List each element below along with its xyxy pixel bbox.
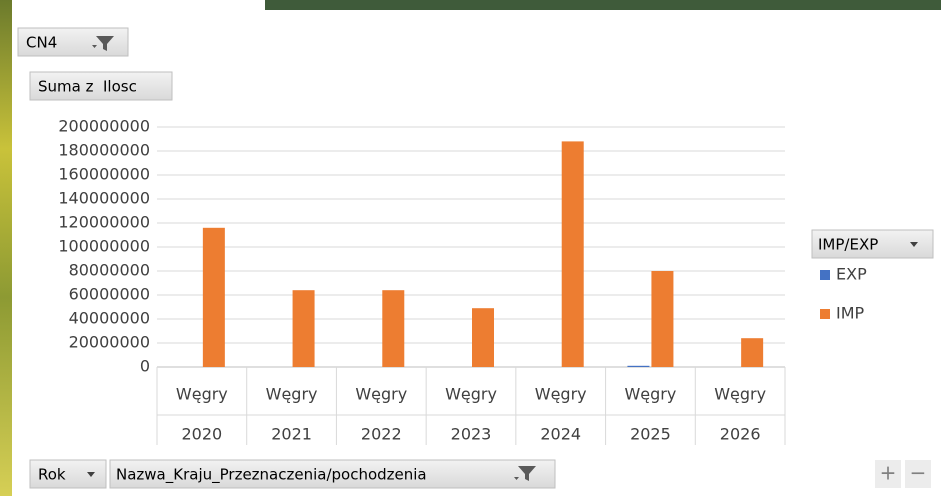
x-tick-label: Węgry bbox=[714, 385, 766, 404]
x-tick-label: 2020 bbox=[181, 425, 222, 444]
photo-strip bbox=[0, 0, 12, 496]
button-label: CN4 bbox=[26, 34, 57, 52]
values-field-button[interactable]: Suma z Ilosc bbox=[29, 71, 173, 101]
y-tick-label: 140000000 bbox=[58, 189, 150, 208]
x-tick-label: Węgry bbox=[445, 385, 497, 404]
zoom-in-button[interactable]: + bbox=[875, 460, 901, 488]
x-tick-label: 2022 bbox=[361, 425, 402, 444]
x-tick-label: 2023 bbox=[451, 425, 492, 444]
axis-field-button[interactable]: Nazwa_Kraju_Przeznaczenia/pochodzenia bbox=[109, 459, 556, 489]
bar bbox=[651, 271, 674, 367]
x-tick-label: 2021 bbox=[271, 425, 312, 444]
y-tick-label: 60000000 bbox=[69, 285, 150, 304]
bar bbox=[741, 338, 764, 367]
legend-label: IMP bbox=[836, 304, 865, 323]
y-tick-label: 200000000 bbox=[58, 117, 150, 136]
x-tick-label: 2026 bbox=[720, 425, 761, 444]
x-tick-label: 2024 bbox=[540, 425, 581, 444]
bar bbox=[202, 227, 225, 367]
button-label: IMP/EXP bbox=[818, 236, 878, 254]
bar bbox=[292, 290, 315, 367]
x-tick-label: Węgry bbox=[176, 385, 228, 404]
x-tick-label: Węgry bbox=[624, 385, 676, 404]
x-tick-label: Węgry bbox=[266, 385, 318, 404]
x-tick-label: Węgry bbox=[355, 385, 407, 404]
zoom-out-button[interactable]: − bbox=[905, 460, 931, 488]
y-tick-label: 80000000 bbox=[69, 261, 150, 280]
legend-label: EXP bbox=[836, 265, 867, 284]
header-bar bbox=[265, 0, 941, 10]
y-tick-label: 180000000 bbox=[58, 141, 150, 160]
button-label: + bbox=[880, 461, 897, 485]
button-label: − bbox=[910, 461, 927, 485]
legend-field-button[interactable]: IMP/EXP bbox=[811, 229, 934, 259]
y-tick-label: 0 bbox=[140, 357, 150, 376]
x-tick-label: Węgry bbox=[535, 385, 587, 404]
x-tick-label: 2025 bbox=[630, 425, 671, 444]
legend-swatch bbox=[820, 270, 830, 280]
legend-swatch bbox=[820, 309, 830, 319]
bar bbox=[561, 141, 584, 367]
y-tick-label: 20000000 bbox=[69, 333, 150, 352]
button-label: Rok bbox=[38, 466, 66, 484]
bar bbox=[382, 290, 405, 367]
button-label: Suma z Ilosc bbox=[38, 78, 137, 96]
y-tick-label: 40000000 bbox=[69, 309, 150, 328]
y-tick-label: 160000000 bbox=[58, 165, 150, 184]
button-label: Nazwa_Kraju_Przeznaczenia/pochodzenia bbox=[116, 466, 427, 485]
report-filter-button[interactable]: CN4 bbox=[17, 27, 129, 57]
bar bbox=[472, 308, 494, 367]
y-tick-label: 100000000 bbox=[58, 237, 150, 256]
bar bbox=[627, 365, 650, 367]
y-tick-label: 120000000 bbox=[58, 213, 150, 232]
axis-field-button[interactable]: Rok bbox=[29, 459, 107, 489]
